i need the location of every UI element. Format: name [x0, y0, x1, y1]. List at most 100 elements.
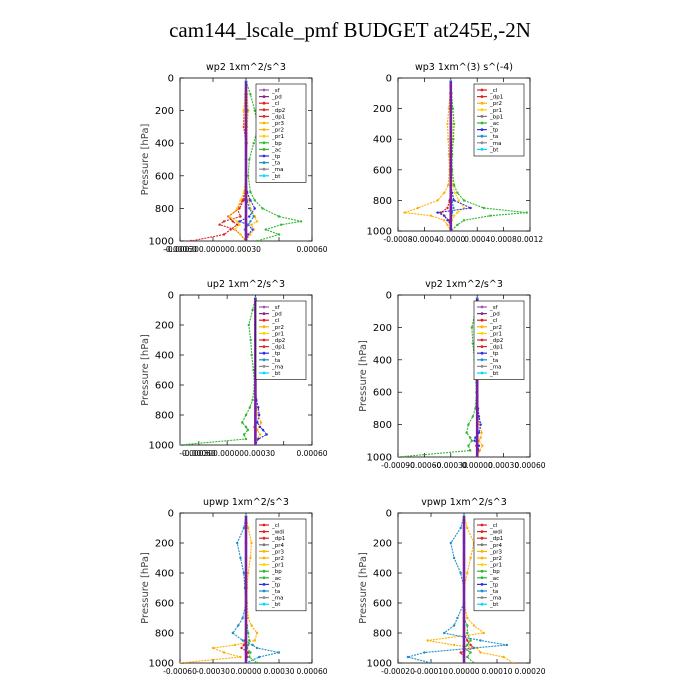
- x-tick-label: 0.00030: [263, 667, 294, 676]
- legend-marker: [262, 589, 266, 593]
- legend-marker: [262, 550, 266, 553]
- chart-title: vp2 1xm^2/s^3: [425, 279, 503, 290]
- legend-marker: [480, 530, 484, 533]
- data-point-pr3: [255, 631, 259, 635]
- data-point-ta: [248, 207, 251, 210]
- data-point-bp1: [456, 191, 459, 194]
- data-point-dp2: [467, 423, 470, 426]
- data-point-tp: [253, 207, 256, 210]
- x-tick-label: 0.00060: [296, 449, 327, 458]
- data-point-tp: [436, 211, 439, 214]
- data-point-ta: [249, 220, 252, 223]
- legend-marker: [480, 358, 484, 362]
- legend-label: _pd: [271, 312, 282, 318]
- x-tick-label: -0.00060: [408, 461, 442, 470]
- data-point-cl: [242, 643, 245, 647]
- y-axis-label: Pressure [hPa]: [140, 334, 151, 406]
- series-line-tp: [435, 81, 473, 231]
- data-point-pr3: [249, 233, 252, 236]
- legend-marker: [480, 543, 484, 547]
- legend-marker: [480, 312, 484, 315]
- data-point-pr3: [469, 556, 472, 560]
- legend-marker: [262, 148, 266, 151]
- data-point-cl: [231, 220, 234, 223]
- series-group: [180, 296, 268, 445]
- chart-panel-6: vpwp 1xm^2/s^3 0 200 400 600 800 1000-0.00020-…: [358, 497, 546, 676]
- legend-label: _pr3: [489, 549, 503, 555]
- data-point-pr2: [443, 191, 446, 194]
- legend-marker: [480, 121, 484, 125]
- series-group: [189, 80, 303, 241]
- legend-marker: [262, 338, 266, 342]
- data-point-cl: [238, 207, 241, 210]
- data-point-tp: [261, 428, 265, 432]
- data-point-ta: [472, 646, 476, 650]
- y-tick-label: 1000: [367, 227, 392, 238]
- data-point-pr2: [446, 122, 449, 126]
- y-tick-label: 200: [373, 104, 392, 115]
- x-tick-label: -0.0008: [384, 235, 413, 244]
- data-point-ta: [449, 541, 452, 545]
- data-point-bp1: [525, 211, 528, 214]
- legend-marker: [262, 161, 266, 165]
- data-point-bp1: [451, 107, 454, 110]
- legend-marker: [480, 95, 484, 98]
- x-tick-label: -0.00060: [163, 245, 197, 254]
- data-point-pr3: [247, 571, 250, 575]
- legend-label: _ta: [271, 161, 280, 167]
- legend-marker: [262, 154, 266, 158]
- data-point-cl: [247, 651, 250, 654]
- legend-label: _cl: [271, 318, 280, 324]
- legend-label: _pr1: [489, 108, 502, 114]
- data-point-dp2: [241, 421, 244, 424]
- legend-label: _dp1: [489, 95, 503, 101]
- data-point-bp1: [489, 214, 492, 217]
- legend-label: _cl: [489, 88, 498, 94]
- data-point-pr2: [429, 214, 433, 217]
- data-point-pr1: [456, 211, 459, 214]
- data-point-dp2: [251, 308, 254, 312]
- series-line-dp2: [398, 298, 478, 457]
- legend-marker: [262, 115, 266, 118]
- data-point-bp: [469, 651, 472, 654]
- legend-label: _bp: [271, 569, 282, 575]
- legend-label: _ta: [489, 589, 498, 595]
- legend-label: _tp: [271, 154, 281, 160]
- data-point-ta: [237, 624, 240, 627]
- x-tick-label: 0.00030: [488, 461, 519, 470]
- data-point-pr2: [447, 138, 450, 141]
- legend-label: _pr1: [271, 563, 284, 569]
- legend-marker: [262, 134, 266, 138]
- x-tick-label: 0.00000: [448, 667, 479, 676]
- data-point-pr3: [233, 643, 237, 647]
- y-tick-label: 600: [373, 388, 392, 399]
- legend-marker: [262, 530, 266, 533]
- data-point-pr3: [426, 639, 429, 642]
- x-tick-label: -0.00030: [434, 461, 468, 470]
- series-line-bp: [245, 81, 302, 241]
- data-point-ta: [242, 571, 245, 575]
- legend-label: _dp2: [271, 108, 285, 114]
- legend-label: _pr2: [271, 128, 284, 134]
- data-point-pr2: [233, 228, 237, 231]
- data-point-bp1: [462, 199, 466, 202]
- data-point-bp1: [456, 223, 459, 227]
- legend-marker: [480, 563, 484, 566]
- legend-label: _dp1: [271, 114, 285, 120]
- data-point-pr3: [250, 541, 253, 545]
- data-point-ta: [443, 631, 446, 635]
- data-point-tp: [473, 439, 476, 442]
- data-point-bp1: [462, 219, 466, 222]
- data-point-bp: [248, 639, 251, 642]
- data-point-pr3: [479, 651, 482, 654]
- legend-marker: [262, 318, 266, 322]
- data-point-bp: [277, 215, 281, 218]
- data-point-pr3: [250, 624, 253, 627]
- data-point-dp2: [242, 433, 246, 436]
- data-point-ta: [242, 526, 245, 530]
- legend-marker: [262, 141, 266, 145]
- data-point-pr2: [447, 153, 450, 156]
- legend-marker: [262, 305, 266, 309]
- chart-title: vpwp 1xm^2/s^3: [421, 497, 507, 508]
